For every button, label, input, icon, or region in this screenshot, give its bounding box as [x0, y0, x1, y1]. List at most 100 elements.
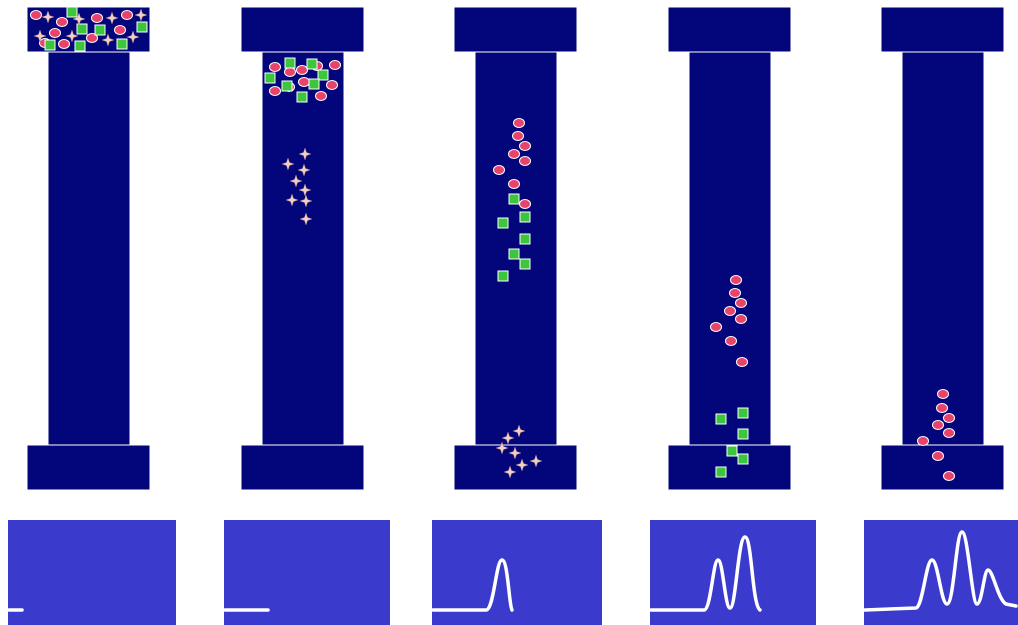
red-particle [49, 28, 61, 38]
green-particle [74, 40, 86, 52]
chromatogram-panel [432, 520, 602, 625]
column-bottom-cap [240, 444, 365, 491]
star-particle [508, 446, 522, 460]
star-particle [134, 8, 148, 22]
red-particle [735, 298, 747, 308]
green-particle [737, 428, 749, 440]
detector-trace [863, 530, 1018, 612]
red-particle [736, 357, 748, 367]
green-particle [284, 57, 296, 69]
green-particle [737, 407, 749, 419]
column-body [261, 51, 345, 446]
red-particle [513, 118, 525, 128]
red-particle [730, 275, 742, 285]
red-particle [508, 179, 520, 189]
red-particle [91, 13, 103, 23]
green-particle [308, 78, 320, 90]
green-particle [116, 38, 128, 50]
star-particle [495, 441, 509, 455]
red-particle [936, 403, 948, 413]
red-particle [114, 25, 126, 35]
red-particle [729, 288, 741, 298]
column-body [688, 51, 772, 446]
green-particle [508, 193, 520, 205]
red-particle [724, 306, 736, 316]
red-particle [519, 141, 531, 151]
green-particle [44, 39, 56, 51]
red-particle [725, 336, 737, 346]
star-particle [33, 29, 47, 43]
green-particle [519, 211, 531, 223]
green-particle [94, 24, 106, 36]
red-particle [298, 77, 310, 87]
column-top-cap [453, 6, 578, 53]
column-top-cap [667, 6, 792, 53]
red-particle [943, 413, 955, 423]
red-particle [493, 165, 505, 175]
column-body [901, 51, 985, 446]
green-particle [264, 72, 276, 84]
red-particle [519, 199, 531, 209]
red-particle [326, 80, 338, 90]
red-particle [932, 420, 944, 430]
red-particle [519, 156, 531, 166]
chromatogram-panel [224, 520, 390, 625]
star-particle [289, 174, 303, 188]
star-particle [72, 12, 86, 26]
green-particle [497, 270, 509, 282]
red-particle [943, 428, 955, 438]
star-particle [529, 454, 543, 468]
green-particle [306, 58, 318, 70]
green-particle [76, 23, 88, 35]
red-particle [937, 389, 949, 399]
green-particle [726, 445, 738, 457]
red-particle [58, 39, 70, 49]
star-particle [281, 157, 295, 171]
star-particle [297, 163, 311, 177]
red-particle [296, 65, 308, 75]
column-top-cap [240, 6, 365, 53]
red-particle [329, 60, 341, 70]
green-particle [519, 233, 531, 245]
detector-trace [431, 558, 514, 612]
star-particle [126, 30, 140, 44]
green-particle [317, 69, 329, 81]
green-particle [715, 466, 727, 478]
red-particle [284, 67, 296, 77]
star-particle [65, 29, 79, 43]
star-particle [298, 147, 312, 161]
star-particle [501, 431, 515, 445]
green-particle [497, 217, 509, 229]
green-particle [508, 248, 520, 260]
red-particle [269, 86, 281, 96]
chromatogram-panel [650, 520, 816, 625]
green-particle [519, 258, 531, 270]
red-particle [917, 436, 929, 446]
green-particle [66, 6, 78, 18]
red-particle [86, 33, 98, 43]
column-bottom-cap [26, 444, 151, 491]
red-particle [943, 471, 955, 481]
green-particle [136, 21, 148, 33]
star-particle [512, 424, 526, 438]
green-particle [715, 413, 727, 425]
star-particle [503, 465, 517, 479]
red-particle [512, 131, 524, 141]
red-particle [56, 17, 68, 27]
red-particle [735, 314, 747, 324]
chromatograms [7, 520, 1018, 625]
column-bottom-cap [453, 444, 578, 491]
red-particle [508, 149, 520, 159]
star-particle [299, 194, 313, 208]
green-particle [296, 91, 308, 103]
chromatogram-panel [8, 520, 176, 625]
star-particle [298, 183, 312, 197]
star-particle [285, 193, 299, 207]
detector-trace [649, 535, 762, 612]
column-bottom-cap [880, 444, 1005, 491]
particles [30, 6, 955, 481]
star-particle [515, 458, 529, 472]
red-particle [932, 451, 944, 461]
star-particle [105, 11, 119, 25]
